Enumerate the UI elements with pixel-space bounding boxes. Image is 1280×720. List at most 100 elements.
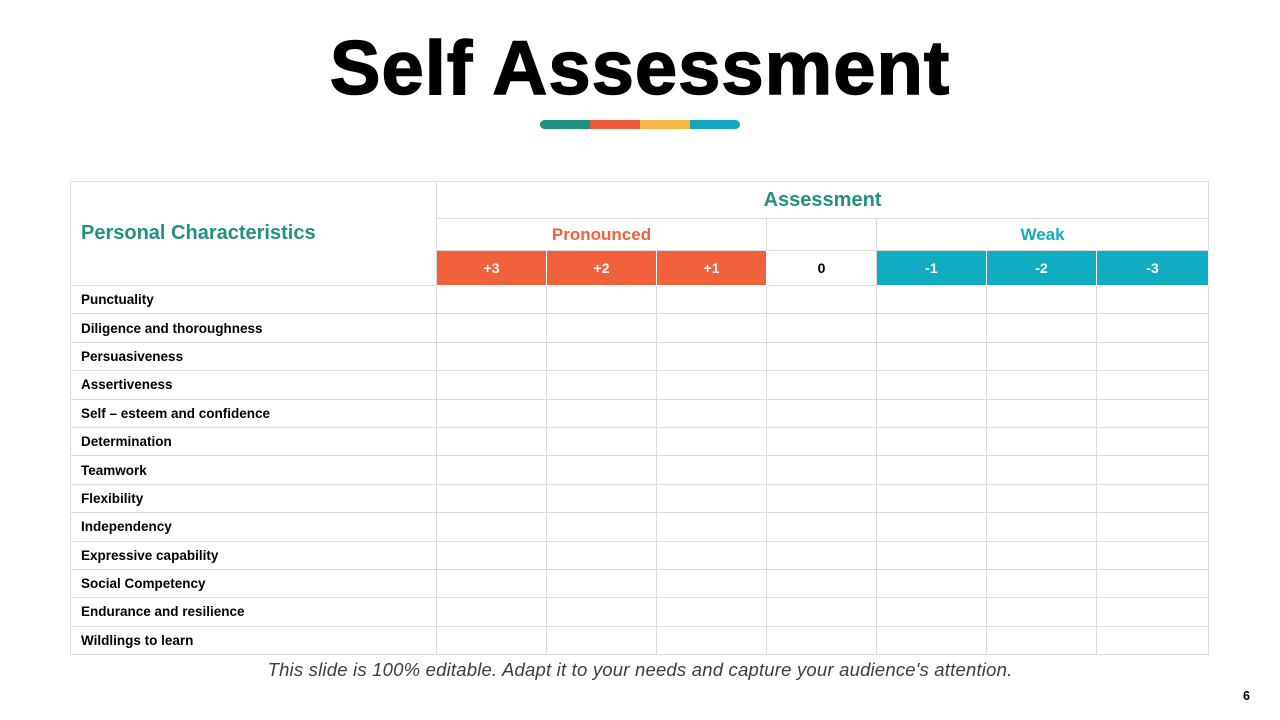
characteristic-label: Wildlings to learn xyxy=(70,625,437,656)
rating-cell xyxy=(986,284,1097,315)
rating-cell xyxy=(656,625,767,656)
rating-cell xyxy=(656,540,767,570)
page-title: Self Assessment xyxy=(329,26,951,111)
characteristic-label: Teamwork xyxy=(70,455,437,485)
rating-cell xyxy=(546,313,657,343)
header-row-group: Personal Characteristics Assessment xyxy=(70,181,1210,286)
rating-cell xyxy=(986,313,1097,343)
rating-cell xyxy=(546,625,657,656)
scale-cell-minus2: -2 xyxy=(986,250,1097,286)
rating-cell xyxy=(1095,426,1210,457)
rating-cell xyxy=(766,568,877,599)
title-divider xyxy=(540,120,740,129)
rating-cell xyxy=(986,625,1097,656)
table-row: Diligence and thoroughness xyxy=(70,313,1210,343)
rating-cell xyxy=(766,512,877,542)
rating-cell xyxy=(1095,370,1210,400)
rating-cell xyxy=(1095,341,1210,372)
rating-cell xyxy=(656,313,767,343)
rating-cell xyxy=(656,455,767,485)
rating-cell xyxy=(656,597,767,627)
rating-cell xyxy=(1095,597,1210,627)
rating-cell xyxy=(986,398,1097,428)
rating-cell xyxy=(436,426,547,457)
rating-cell xyxy=(436,597,547,627)
table-row: Assertiveness xyxy=(70,370,1210,400)
rating-cell xyxy=(986,455,1097,485)
rating-cell xyxy=(546,455,657,485)
rating-cell xyxy=(1095,398,1210,428)
page-number: 6 xyxy=(1243,689,1250,703)
rating-cell xyxy=(986,483,1097,514)
group-header-assessment: Assessment xyxy=(435,181,1210,219)
table-row: Teamwork xyxy=(70,455,1210,485)
rating-cell xyxy=(876,483,987,514)
rating-cell xyxy=(436,370,547,400)
rating-cell xyxy=(986,341,1097,372)
rating-cell xyxy=(876,426,987,457)
rating-cell xyxy=(436,540,547,570)
rating-cell xyxy=(766,455,877,485)
subgroup-weak: Weak xyxy=(875,218,1210,251)
scale-cell-plus1: +1 xyxy=(656,250,767,286)
rating-cell xyxy=(546,370,657,400)
rating-cell xyxy=(656,483,767,514)
assessment-table-container: Personal Characteristics Assessment Pron… xyxy=(70,181,1210,656)
table-row: Persuasiveness xyxy=(70,341,1210,372)
table-row: Self – esteem and confidence xyxy=(70,398,1210,428)
characteristic-label: Self – esteem and confidence xyxy=(70,398,437,428)
rating-cell xyxy=(876,540,987,570)
rating-cell xyxy=(656,426,767,457)
rating-cell xyxy=(436,341,547,372)
rating-cell xyxy=(876,597,987,627)
header-row-subgroup: Pronounced Weak xyxy=(71,218,1210,251)
rating-cell xyxy=(876,568,987,599)
rating-cell xyxy=(766,370,877,400)
rating-cell xyxy=(546,284,657,315)
table-row: Social Competency xyxy=(70,568,1210,599)
rating-cell xyxy=(876,625,987,656)
scale-cell-plus3: +3 xyxy=(436,250,547,286)
divider-segment xyxy=(540,120,590,129)
table-row: Endurance and resilience xyxy=(70,597,1210,627)
rating-cell xyxy=(436,512,547,542)
rating-cell xyxy=(436,483,547,514)
rating-cell xyxy=(546,483,657,514)
rating-cell xyxy=(546,398,657,428)
rating-cell xyxy=(546,341,657,372)
table-row: Wildlings to learn xyxy=(70,625,1210,656)
rating-cell xyxy=(766,625,877,656)
corner-header: Personal Characteristics xyxy=(70,181,437,286)
table-row: Determination xyxy=(70,426,1210,457)
rating-cell xyxy=(656,284,767,315)
characteristic-label: Assertiveness xyxy=(70,370,437,400)
footer-note: This slide is 100% editable. Adapt it to… xyxy=(267,659,1013,680)
table-row: Punctuality xyxy=(70,284,1210,315)
divider-segment xyxy=(590,120,640,129)
scale-cell-zero: 0 xyxy=(766,250,877,286)
rating-cell xyxy=(986,568,1097,599)
rating-cell xyxy=(876,284,987,315)
rating-cell xyxy=(1095,512,1210,542)
rating-cell xyxy=(1095,483,1210,514)
rating-cell xyxy=(876,313,987,343)
rating-cell xyxy=(1095,455,1210,485)
rating-cell xyxy=(766,398,877,428)
rating-cell xyxy=(546,597,657,627)
rating-cell xyxy=(1095,568,1210,599)
characteristic-label: Punctuality xyxy=(70,284,437,315)
rating-cell xyxy=(656,568,767,599)
rating-cell xyxy=(766,540,877,570)
divider-segment xyxy=(640,120,690,129)
divider-segment xyxy=(690,120,740,129)
rating-cell xyxy=(436,284,547,315)
rating-cell xyxy=(1095,625,1210,656)
rating-cell xyxy=(766,483,877,514)
characteristic-label: Diligence and thoroughness xyxy=(70,313,437,343)
rating-cell xyxy=(436,313,547,343)
rating-cell xyxy=(546,512,657,542)
rating-cell xyxy=(766,284,877,315)
rating-cell xyxy=(546,426,657,457)
rating-cell xyxy=(656,370,767,400)
rating-cell xyxy=(546,568,657,599)
